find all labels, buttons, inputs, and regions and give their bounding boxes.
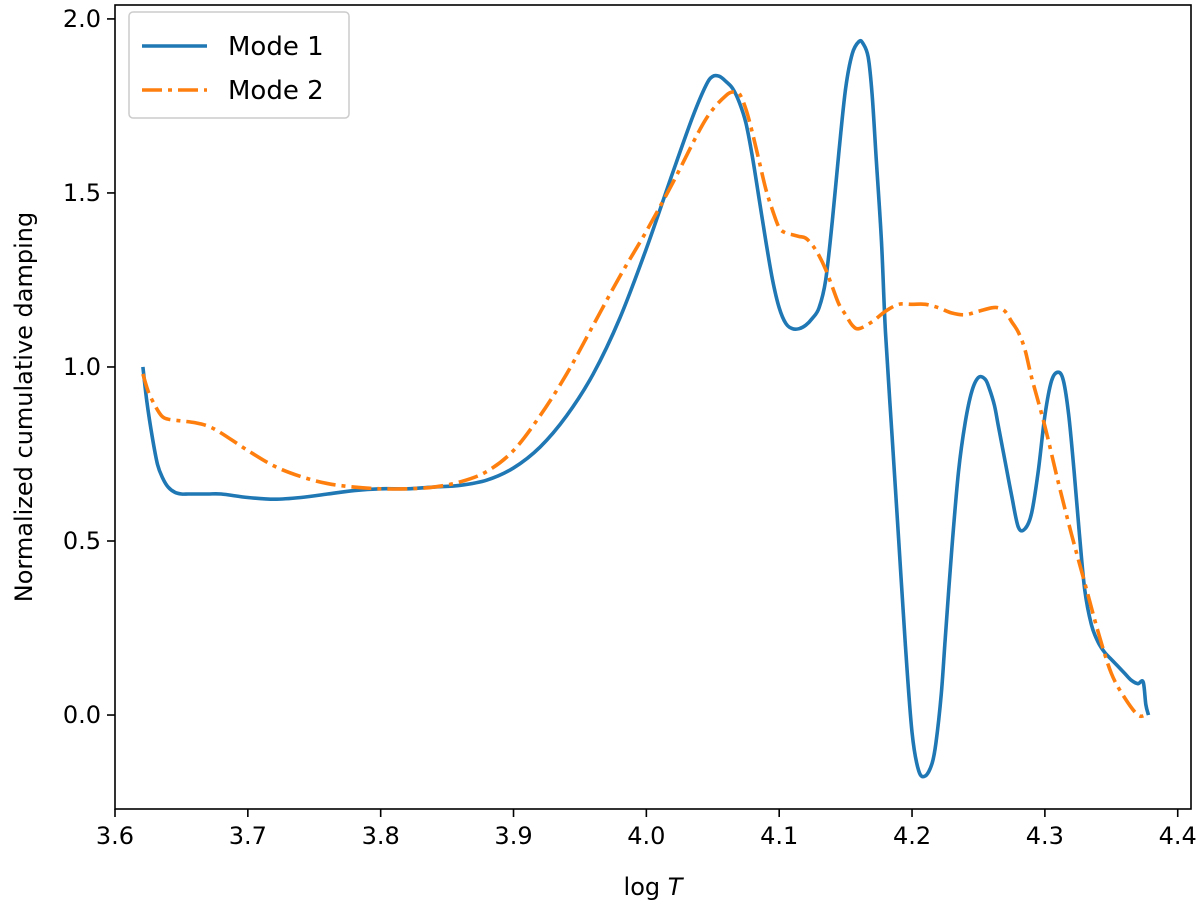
y-tick-label: 1.0 — [63, 353, 101, 381]
legend: Mode 1 Mode 2 — [128, 11, 350, 119]
x-axis-label-variable: T — [668, 873, 685, 901]
x-tick-label: 4.4 — [1159, 822, 1197, 850]
x-axis-label: log T — [624, 873, 685, 901]
x-tick-label: 3.9 — [494, 822, 532, 850]
x-tick-label: 3.7 — [229, 822, 267, 850]
y-tick-label: 1.5 — [63, 179, 101, 207]
series-line-mode-2 — [141, 89, 1149, 719]
legend-label-mode-2: Mode 2 — [228, 76, 324, 106]
plot-frame — [114, 4, 1192, 810]
y-tick-label: 2.0 — [63, 5, 101, 33]
x-tick-label: 4.1 — [760, 822, 798, 850]
x-tick-label: 4.3 — [1026, 822, 1064, 850]
y-tick-label: 0.5 — [63, 527, 101, 555]
legend-label-mode-1: Mode 1 — [228, 32, 324, 62]
x-tick-label: 3.6 — [96, 822, 134, 850]
x-axis-label-prefix: log — [624, 873, 668, 901]
y-axis-label: Normalized cumulative damping — [10, 212, 38, 602]
x-tick-label: 4.0 — [627, 822, 665, 850]
x-tick-label: 3.8 — [362, 822, 400, 850]
x-axis: 3.6 3.7 3.8 3.9 4.0 4.1 4.2 4.3 4.4 — [96, 809, 1197, 850]
x-tick-label: 4.2 — [893, 822, 931, 850]
y-tick-label: 0.0 — [63, 701, 101, 729]
y-axis: 0.0 0.5 1.0 1.5 2.0 — [63, 5, 115, 729]
series-layer — [141, 38, 1151, 779]
